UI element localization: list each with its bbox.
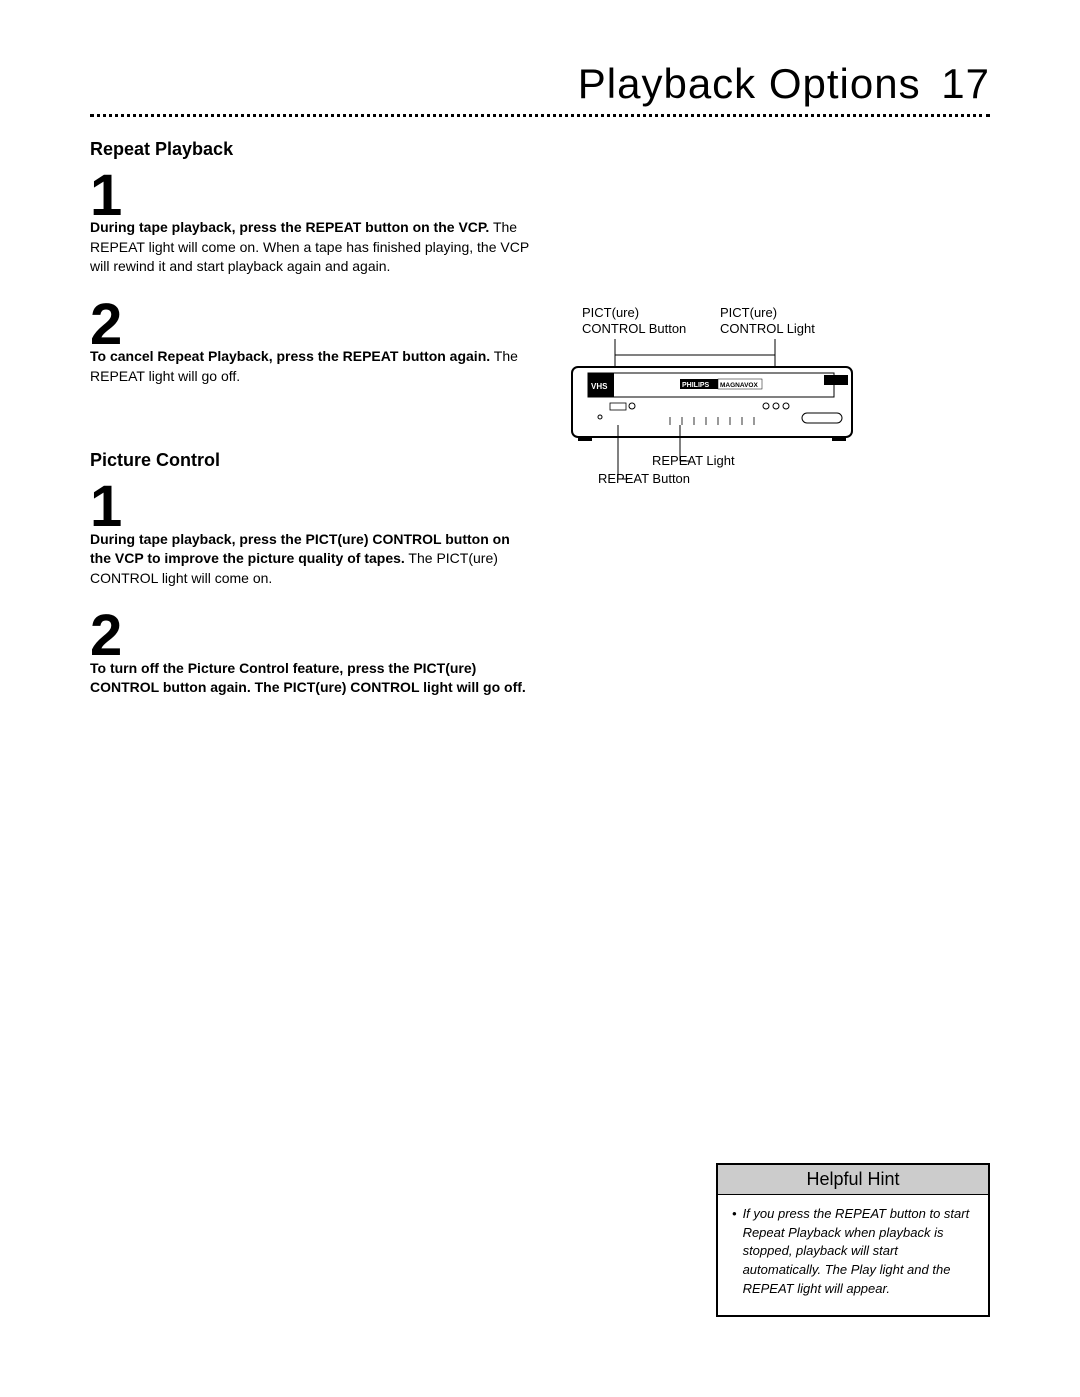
helpful-hint-box: Helpful Hint • If you press the REPEAT b… — [716, 1163, 990, 1317]
bullet-dot: • — [732, 1205, 737, 1299]
step-body: During tape playback, press the PICT(ure… — [90, 530, 530, 589]
brand-left: PHILIPS — [682, 382, 710, 389]
step-bold: During tape playback, press the REPEAT b… — [90, 219, 489, 235]
vcp-svg: PICT(ure) CONTROL Button PICT(ure) CONTR… — [570, 305, 860, 505]
title-text: Playback Options — [578, 60, 921, 107]
step-number: 1 — [90, 170, 530, 222]
page-title: Playback Options 17 — [90, 60, 990, 108]
step-body: To cancel Repeat Playback, press the REP… — [90, 347, 530, 386]
vcp-diagram: PICT(ure) CONTROL Button PICT(ure) CONTR… — [570, 305, 850, 510]
label-pict-light-line2: CONTROL Light — [720, 321, 815, 336]
step-bold: To turn off the Picture Control feature,… — [90, 660, 526, 696]
step-bold: To cancel Repeat Playback, press the REP… — [90, 348, 490, 364]
label-repeat-button: REPEAT Button — [598, 471, 690, 486]
section-picture-heading: Picture Control — [90, 450, 530, 471]
right-column: PICT(ure) CONTROL Button PICT(ure) CONTR… — [570, 135, 990, 698]
page-number: 17 — [941, 60, 990, 107]
label-repeat-light: REPEAT Light — [652, 453, 735, 468]
helpful-hint-text: If you press the REPEAT button to start … — [743, 1205, 974, 1299]
label-pict-button-line2: CONTROL Button — [582, 321, 686, 336]
label-pict-button-line1: PICT(ure) — [582, 305, 639, 320]
step-number: 2 — [90, 299, 530, 351]
step-body: During tape playback, press the REPEAT b… — [90, 218, 530, 277]
badge-right — [824, 375, 848, 385]
vcp-body-group: VHS PHILIPS MAGNAVOX — [572, 367, 852, 441]
left-column: Repeat Playback 1 During tape playback, … — [90, 135, 530, 698]
step-number: 2 — [90, 610, 530, 662]
section-repeat-heading: Repeat Playback — [90, 139, 530, 160]
label-pict-light-line1: PICT(ure) — [720, 305, 777, 320]
brand-right: MAGNAVOX — [720, 382, 758, 389]
step-number: 1 — [90, 481, 530, 533]
step-body: To turn off the Picture Control feature,… — [90, 659, 530, 698]
vhs-text: VHS — [591, 382, 608, 391]
helpful-hint-body: • If you press the REPEAT button to star… — [718, 1195, 988, 1315]
divider — [90, 114, 990, 117]
helpful-hint-title: Helpful Hint — [718, 1165, 988, 1195]
